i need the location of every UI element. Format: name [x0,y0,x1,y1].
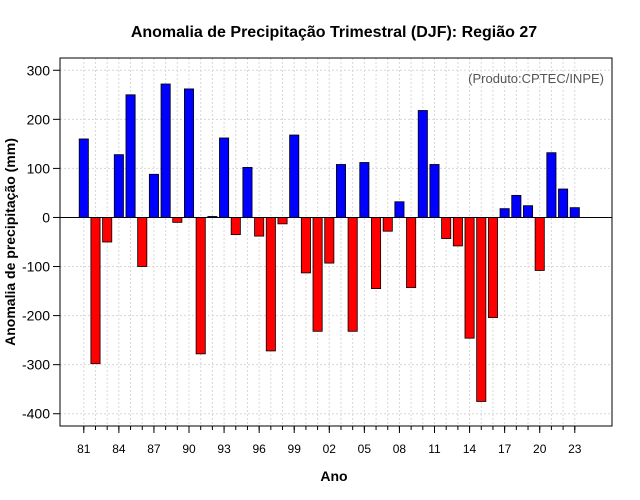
bar-99 [289,134,300,218]
bar-14 [464,217,475,339]
bar-05 [359,162,370,218]
bar-16 [487,217,498,318]
bar-85 [125,94,136,218]
bars [78,83,580,402]
x-tick-label: 99 [288,442,302,456]
bar-98 [277,217,288,225]
bar-93 [219,137,230,218]
x-tick-label: 23 [568,442,582,456]
bar-03 [335,164,346,218]
x-tick-label: 08 [393,442,407,456]
bar-87 [148,173,159,218]
product-credit: (Produto:CPTEC/INPE) [468,71,604,86]
bar-96 [254,217,265,237]
x-tick-label: 20 [533,442,547,456]
y-axis-title: Anomalia de precipitação (mm) [2,138,18,346]
x-tick-label: 05 [358,442,372,456]
bar-94 [230,217,241,236]
y-tick-label: -200 [22,308,50,324]
bar-86 [137,217,148,267]
grid-lines [60,58,612,426]
bar-10 [417,110,428,218]
x-axis-title: Ano [320,468,347,484]
x-tick-label: 14 [463,442,477,456]
bar-97 [265,217,276,352]
bar-84 [113,154,124,218]
bar-88 [160,83,171,218]
plot-frame [59,57,613,427]
y-tick-label: -100 [22,259,50,275]
chart-title: Anomalia de Precipitação Trimestral (DJF… [131,24,537,41]
bar-15 [476,217,487,402]
bar-09 [406,217,417,289]
bar-83 [102,217,113,243]
bar-07 [382,217,393,232]
x-tick-label: 90 [182,442,196,456]
bar-22 [558,188,569,218]
x-tick-label: 11 [428,442,441,456]
bar-08 [394,201,405,218]
x-tick-label: 84 [112,442,126,456]
bar-19 [523,205,534,218]
bar-02 [324,217,335,264]
bar-17 [499,208,510,218]
bar-95 [242,167,253,218]
bar-01 [312,217,323,332]
bar-00 [300,217,311,274]
bar-04 [347,217,358,332]
y-tick-label: 200 [27,111,51,127]
x-tick-label: 93 [217,442,231,456]
x-tick-label: 02 [323,442,337,456]
bar-89 [172,217,183,223]
bar-21 [546,152,557,218]
x-tick-label: 96 [252,442,266,456]
bar-20 [534,217,545,271]
x-tick-label: 81 [77,442,91,456]
bar-12 [441,217,452,239]
bar-90 [184,88,195,218]
bar-82 [90,217,101,365]
y-tick-label: -300 [22,357,50,373]
x-tick-label: 17 [498,442,512,456]
y-tick-label: 0 [42,209,50,225]
bar-91 [195,217,206,355]
bar-23 [569,207,580,218]
bar-81 [78,138,89,218]
bar-06 [371,217,382,290]
y-tick-label: 300 [27,62,51,78]
bar-18 [511,194,522,218]
y-tick-label: 100 [27,160,51,176]
bar-13 [452,217,463,247]
bar-11 [429,164,440,218]
x-axis: 81 84 87 90 93 96 99 02 05 08 11 14 17 20 23 [77,426,582,456]
x-tick-label: 87 [147,442,161,456]
y-axis: -400 -300 -200 -100 0 100 200 300 [22,62,60,422]
y-tick-label: -400 [22,406,50,422]
